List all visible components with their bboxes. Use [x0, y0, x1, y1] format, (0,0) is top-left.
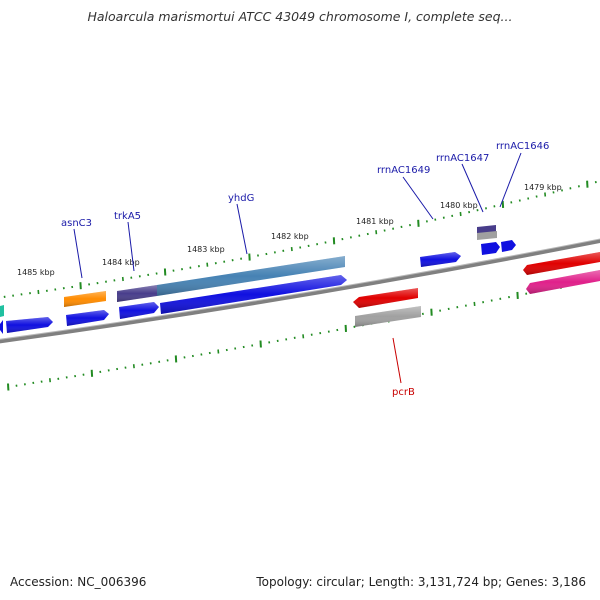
gene-label-asnC3[interactable]: asnC3: [61, 218, 92, 229]
inner-tick-ring: [7, 278, 597, 391]
kbp-label: 1482 kbp: [271, 232, 309, 241]
map-title: Haloarcula marismortui ATCC 43049 chromo…: [87, 9, 513, 24]
gene-labels: asnC3 trkA5 yhdG rrnAC1649 rrnAC1647 rrn…: [61, 141, 549, 398]
kbp-label: 1481 kbp: [356, 217, 394, 226]
kbp-label: 1480 kbp: [440, 201, 478, 210]
gene-blue-long[interactable]: [160, 275, 347, 314]
gene-blue-asn[interactable]: [66, 310, 109, 326]
gene-label-rrnAC1646[interactable]: rrnAC1646: [496, 141, 549, 152]
reverse-genes: [0, 270, 600, 334]
outer-tick-ring: [3, 180, 597, 298]
gene-rrnAC1647[interactable]: [477, 225, 497, 240]
chromosome-backbone-highlight: [0, 238, 600, 340]
chromosome-backbone: [0, 238, 600, 344]
genome-summary-text: Topology: circular; Length: 3,131,724 bp…: [256, 575, 586, 589]
gene-red-right[interactable]: [523, 252, 600, 275]
gene-label-trkA5[interactable]: trkA5: [114, 211, 141, 222]
gene-yhdG[interactable]: [157, 256, 345, 296]
gene-leader-lines: [73, 152, 522, 384]
gene-label-rrnAC1649[interactable]: rrnAC1649: [377, 165, 430, 176]
gene-blue-trk[interactable]: [119, 302, 159, 319]
accession-text: Accession: NC_006396: [10, 575, 147, 589]
forward-genes: [64, 225, 600, 307]
gene-teal-left[interactable]: [0, 305, 4, 317]
gene-gray[interactable]: [355, 306, 421, 327]
gene-pcrB[interactable]: [353, 288, 418, 308]
gene-rrnAC1649[interactable]: [420, 252, 461, 267]
gene-pink-right[interactable]: [526, 270, 600, 294]
kbp-labels: 1485 kbp 1484 kbp 1483 kbp 1482 kbp 1481…: [17, 183, 562, 277]
gene-label-pcrB[interactable]: pcrB: [392, 387, 415, 398]
kbp-label: 1483 kbp: [187, 245, 225, 254]
gene-rrnAC1646[interactable]: [481, 240, 516, 255]
gene-label-rrnAC1647[interactable]: rrnAC1647: [436, 153, 489, 164]
gene-blue-left[interactable]: [0, 317, 53, 334]
kbp-label: 1485 kbp: [17, 268, 55, 277]
kbp-label: 1479 kbp: [524, 183, 562, 192]
gene-trkA5[interactable]: [117, 285, 157, 302]
kbp-label: 1484 kbp: [102, 258, 140, 267]
gene-label-yhdG[interactable]: yhdG: [228, 193, 254, 204]
gene-asnC3[interactable]: [64, 291, 106, 307]
